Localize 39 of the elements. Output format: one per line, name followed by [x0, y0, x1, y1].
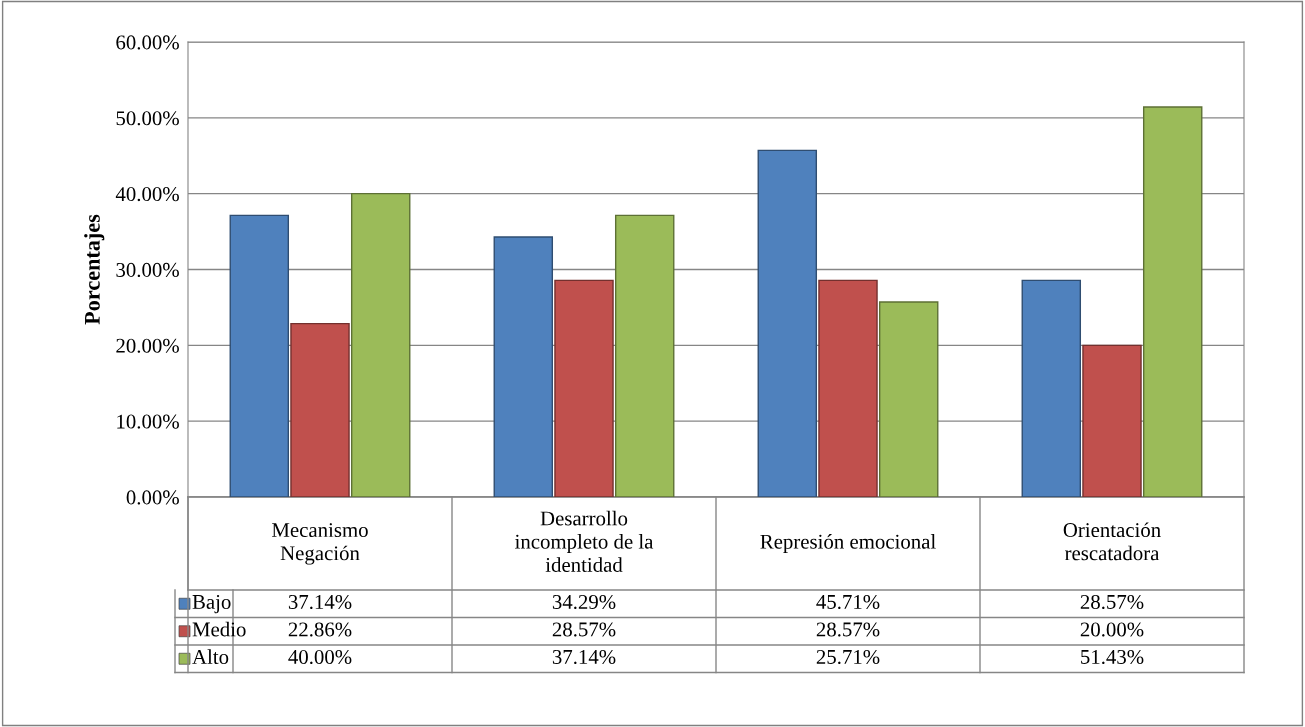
bar	[614, 214, 675, 497]
y-tick-label: 60.00%	[116, 35, 179, 50]
bar	[878, 301, 939, 497]
text: 20.00%	[1080, 622, 1144, 637]
text: 28.57%	[552, 622, 616, 637]
bar	[818, 279, 878, 497]
text: 34.29%	[552, 594, 616, 610]
y-tick-label: 0.00%	[126, 490, 179, 505]
bar	[493, 236, 554, 497]
x-tick-label: Mecanismo Negación	[272, 523, 368, 565]
bar	[1082, 344, 1142, 497]
y-tick-label: 50.00%	[116, 111, 179, 126]
text: 40.00%	[288, 649, 352, 665]
bar	[757, 149, 818, 497]
y-tick-label: 20.00%	[116, 338, 179, 353]
text: 37.14%	[552, 649, 616, 665]
bar	[554, 279, 614, 497]
x-tick-label: Orientación rescatadora	[1063, 522, 1161, 561]
bar	[1021, 279, 1082, 497]
y-tick-label: 30.00%	[116, 262, 179, 278]
bar	[350, 192, 411, 497]
x-tick-label: Desarrollo incompleto de la identidad	[515, 510, 654, 572]
bar	[229, 214, 290, 497]
legend-label: Bajo	[192, 594, 231, 614]
text: 45.71%	[816, 594, 880, 610]
bar	[290, 322, 350, 497]
legend-label: Alto	[192, 649, 229, 664]
text: 28.57%	[816, 622, 880, 637]
text: 51.43%	[1081, 649, 1144, 665]
legend-label: Medio	[192, 621, 246, 637]
text: 22.86%	[288, 622, 352, 637]
bar	[1142, 106, 1203, 497]
text: 25.71%	[816, 649, 880, 665]
x-tick-label: Represión emocional	[760, 534, 936, 553]
y-axis-title: Porcentajes	[84, 214, 105, 325]
y-tick-label: 10.00%	[117, 414, 179, 429]
text: 28.57%	[1080, 594, 1144, 610]
y-tick-label: 40.00%	[115, 187, 179, 202]
text: 37.14%	[288, 594, 352, 610]
